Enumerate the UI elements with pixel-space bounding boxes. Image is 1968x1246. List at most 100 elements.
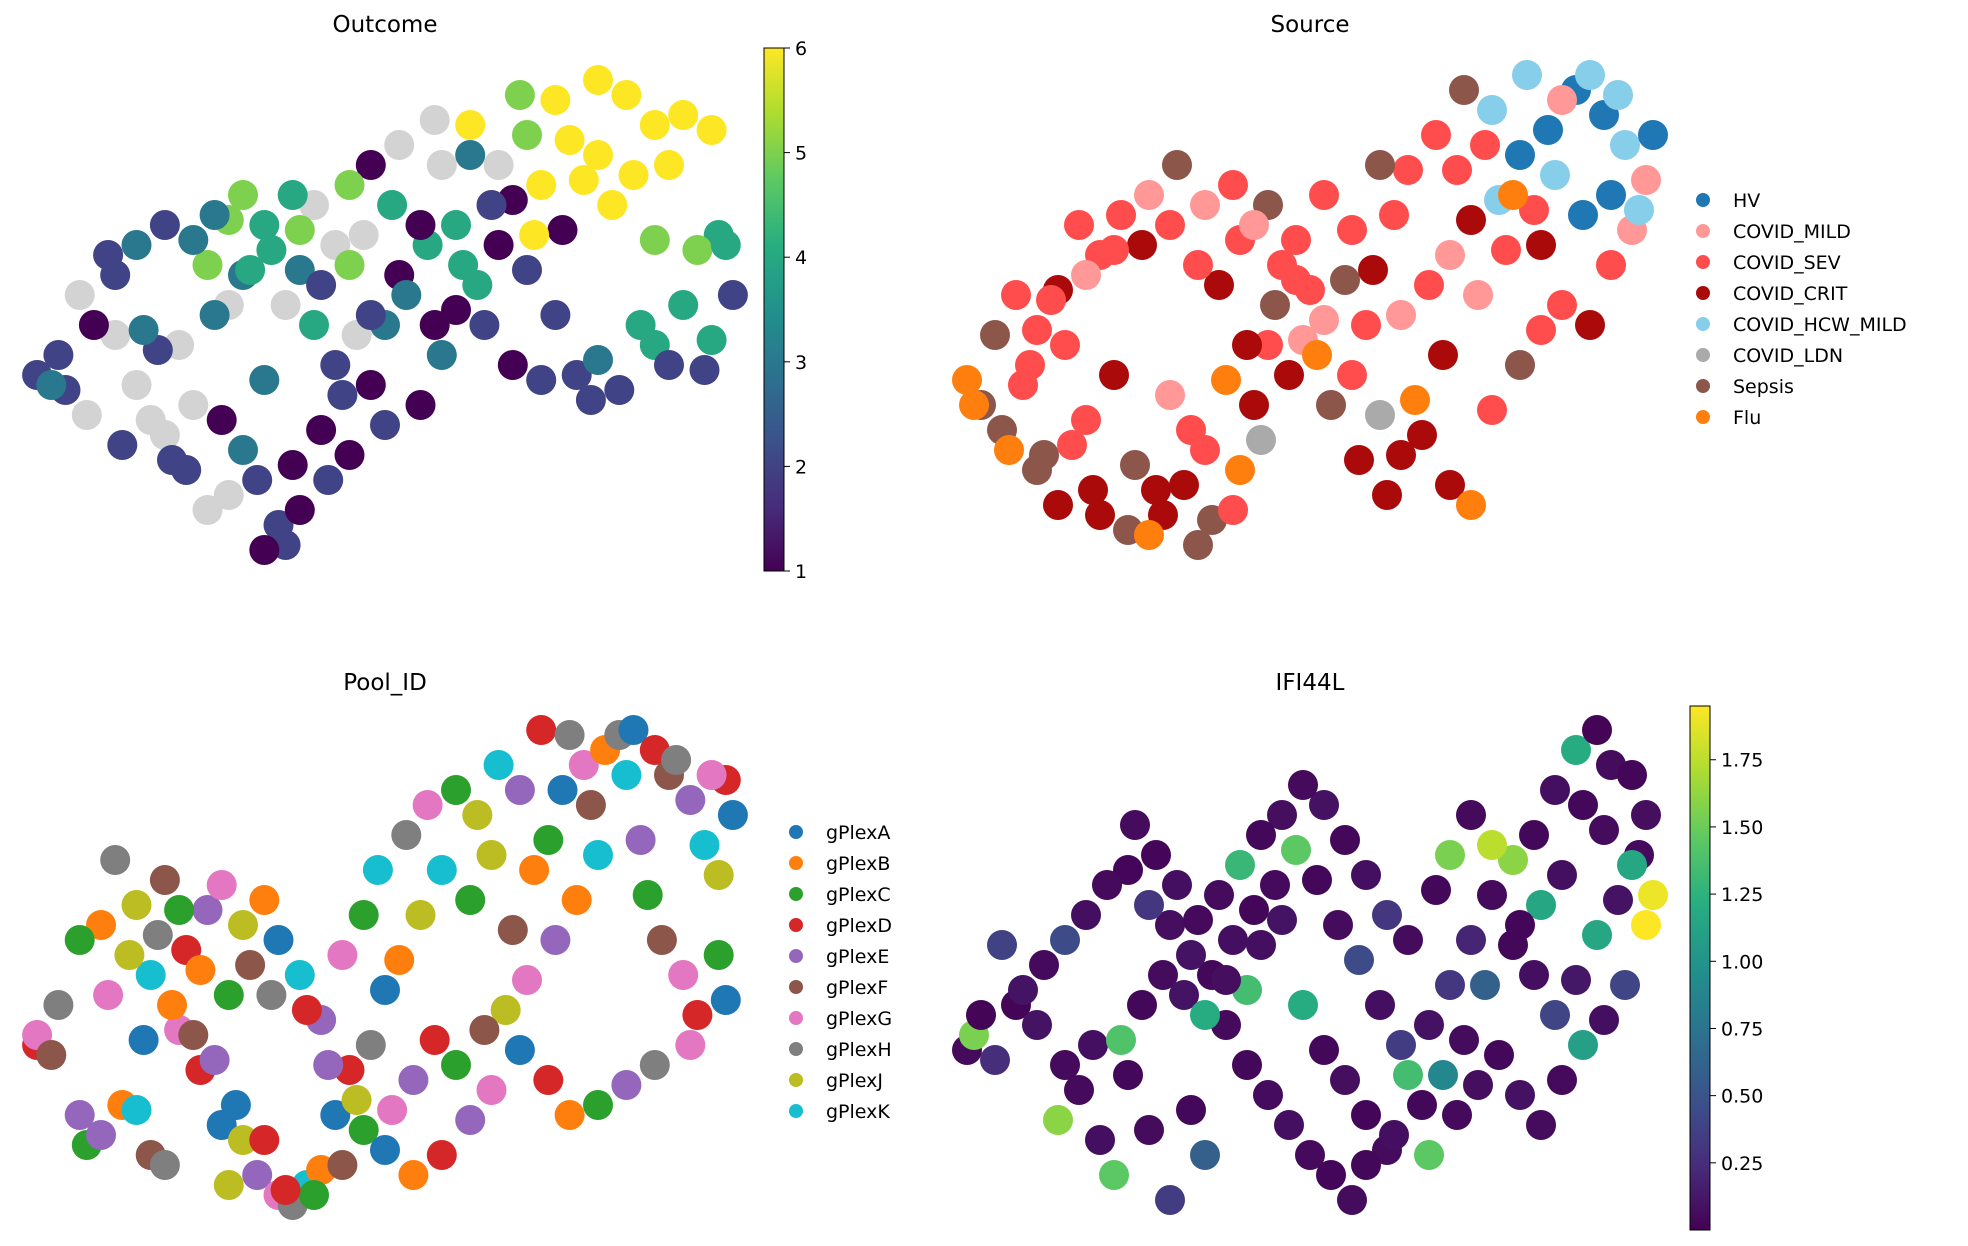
scatter-point: [362, 855, 393, 885]
scatter-point: [1596, 250, 1626, 280]
legend-marker: [789, 887, 803, 901]
scatter-point: [1477, 95, 1507, 125]
scatter-point: [597, 190, 628, 220]
scatter-point: [398, 1160, 429, 1190]
legend-label: gPlexC: [826, 884, 891, 906]
scatter-point: [1505, 910, 1535, 940]
scatter-point: [121, 370, 152, 400]
scatter-point: [1330, 265, 1360, 295]
scatter-point: [682, 235, 713, 265]
scatter-point: [1540, 160, 1570, 190]
colorbar-tick-label: 0.75: [1721, 1018, 1763, 1040]
scatter-point: [1449, 75, 1479, 105]
scatter-point: [1190, 1140, 1220, 1170]
scatter-point: [1218, 170, 1248, 200]
colorbar-gradient: [1689, 705, 1711, 1231]
colorbar-tick-label: 1.50: [1721, 817, 1763, 839]
scatter-point: [1134, 520, 1164, 550]
scatter-point: [1267, 800, 1297, 830]
scatter-point: [497, 915, 528, 945]
colorbar-tick-label: 4: [795, 247, 807, 269]
scatter-point: [1456, 925, 1486, 955]
scatter-point: [1162, 150, 1192, 180]
scatter-point: [43, 340, 74, 370]
scatter-point: [1190, 1000, 1220, 1030]
scatter-point: [696, 325, 727, 355]
scatter-point: [1365, 150, 1395, 180]
scatter-point: [441, 775, 471, 805]
scatter-point: [355, 370, 386, 400]
scatter-point: [228, 180, 258, 210]
panel-source-legend: HV COVID_MILD COVID_SEV COVID_CRIT COVID_HCW…: [1696, 190, 1907, 429]
scatter-point: [1575, 310, 1605, 340]
scatter-point: [1225, 455, 1255, 485]
scatter-point: [554, 125, 585, 155]
scatter-point: [1442, 155, 1472, 185]
scatter-point: [717, 280, 748, 310]
scatter-point: [1323, 910, 1353, 940]
scatter-point: [1071, 405, 1101, 435]
scatter-point: [1141, 475, 1171, 505]
scatter-point: [71, 400, 102, 430]
scatter-point: [639, 110, 670, 140]
scatter-point: [1477, 830, 1507, 860]
scatter-point: [355, 1030, 386, 1060]
scatter-point: [1155, 210, 1185, 240]
scatter-point: [1470, 130, 1500, 160]
scatter-point: [1568, 200, 1598, 230]
legend-marker: [1696, 410, 1710, 424]
panel-pool-id-points: [22, 715, 748, 1220]
scatter-point: [1120, 810, 1150, 840]
panel-outcome-title: Outcome: [333, 12, 438, 38]
scatter-point: [1351, 1150, 1381, 1180]
scatter-point: [703, 860, 734, 890]
scatter-point: [1386, 1030, 1416, 1060]
scatter-point: [1505, 350, 1535, 380]
scatter-point: [235, 255, 266, 285]
scatter-point: [441, 295, 471, 325]
scatter-point: [206, 870, 237, 900]
scatter-point: [1603, 80, 1633, 110]
scatter-point: [135, 960, 166, 990]
scatter-point: [1302, 865, 1332, 895]
scatter-point: [348, 900, 379, 930]
scatter-point: [327, 1150, 358, 1180]
scatter-point: [1204, 270, 1234, 300]
scatter-point: [1337, 1185, 1367, 1215]
scatter-point: [64, 925, 95, 955]
legend-label: gPlexA: [826, 822, 890, 844]
scatter-point: [526, 715, 557, 745]
scatter-point: [391, 820, 422, 850]
scatter-point: [1624, 195, 1654, 225]
scatter-point: [1085, 500, 1115, 530]
scatter-point: [1218, 495, 1248, 525]
scatter-point: [1456, 205, 1486, 235]
scatter-point: [1435, 470, 1465, 500]
scatter-point: [568, 165, 599, 195]
scatter-point: [1008, 370, 1038, 400]
scatter-point: [171, 455, 202, 485]
legend-marker: [789, 1073, 803, 1087]
scatter-point: [228, 435, 258, 465]
scatter-point: [398, 1065, 429, 1095]
scatter-point: [178, 390, 209, 420]
scatter-point: [1169, 470, 1199, 500]
panel-source-points: [952, 60, 1668, 560]
scatter-point: [1414, 1010, 1444, 1040]
scatter-point: [341, 1085, 372, 1115]
scatter-point: [1351, 310, 1381, 340]
scatter-point: [1610, 130, 1640, 160]
scatter-point: [121, 890, 152, 920]
legend-label: HV: [1733, 190, 1760, 212]
legend-label: gPlexB: [826, 853, 890, 875]
legend-label: COVID_SEV: [1733, 252, 1841, 274]
scatter-point: [1519, 820, 1549, 850]
scatter-point: [1057, 430, 1087, 460]
panel-ifi44l-title: IFI44L: [1276, 670, 1345, 696]
scatter-point: [164, 895, 195, 925]
scatter-point: [1526, 315, 1556, 345]
scatter-point: [1078, 475, 1108, 505]
scatter-point: [1400, 385, 1430, 415]
scatter-point: [270, 1175, 301, 1205]
